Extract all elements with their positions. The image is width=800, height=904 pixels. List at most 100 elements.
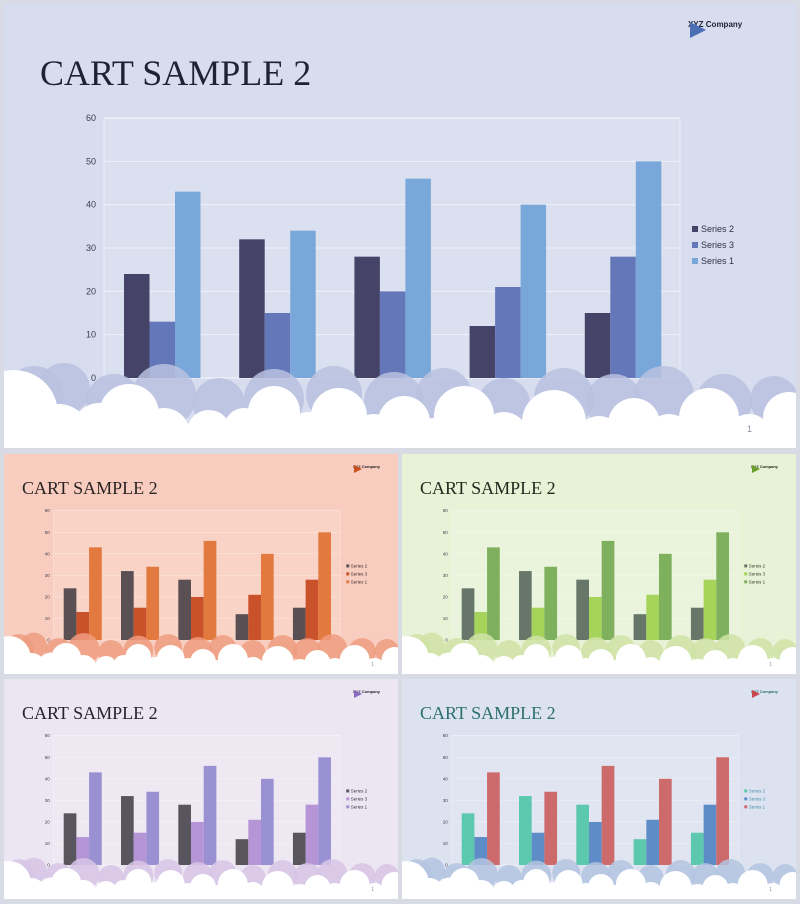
slide-thumbnail-green[interactable]: 0 10 20 30 40 50 60 Series 2 Series 3 Series 1 CA… xyxy=(402,454,796,674)
chart-legend: Series 2 Series 3 Series 1 xyxy=(744,563,766,584)
bar-series-1 xyxy=(260,553,274,641)
bar-series-3 xyxy=(191,821,204,866)
bar-series-2 xyxy=(124,274,150,378)
legend-swatch xyxy=(744,572,748,576)
bar-series-3 xyxy=(191,596,204,641)
legend-label: Series 2 xyxy=(351,563,368,568)
y-tick-label: 20 xyxy=(86,286,96,296)
bar-series-2 xyxy=(292,832,306,866)
company-logo: XYZ Company xyxy=(352,689,380,698)
y-tick-label: 30 xyxy=(45,798,50,803)
bar-series-2 xyxy=(633,614,647,641)
y-tick-label: 0 xyxy=(47,638,50,643)
legend-label: Series 1 xyxy=(351,804,368,809)
bar-series-1 xyxy=(89,547,102,641)
y-tick-label: 30 xyxy=(443,798,448,803)
bar-series-3 xyxy=(703,804,717,866)
slide-title: CART SAMPLE 2 xyxy=(22,703,158,723)
bar-series-1 xyxy=(290,230,316,378)
legend-label: Series 3 xyxy=(749,796,766,801)
bar-series-1 xyxy=(601,765,615,866)
y-tick-label: 60 xyxy=(443,508,448,513)
y-tick-label: 40 xyxy=(443,551,448,556)
slide-thumbnail-orange[interactable]: 0 10 20 30 40 50 60 Series 2 Series 3 Series 1 CA… xyxy=(4,454,398,674)
y-tick-label: 0 xyxy=(445,863,448,868)
bar-series-2 xyxy=(461,588,475,641)
company-logo-icon xyxy=(751,465,760,473)
company-logo: XYZ Company xyxy=(688,20,743,38)
bar-series-2 xyxy=(178,579,192,641)
legend-label: Series 2 xyxy=(701,224,734,234)
bar-series-2 xyxy=(461,813,475,866)
bar-series-1 xyxy=(260,778,274,866)
legend-label: Series 3 xyxy=(351,571,368,576)
bar-series-2 xyxy=(235,614,249,641)
bar-series-2 xyxy=(63,813,77,866)
y-tick-label: 10 xyxy=(86,330,96,340)
y-tick-label: 40 xyxy=(45,551,50,556)
bar-series-1 xyxy=(487,772,500,866)
y-tick-label: 40 xyxy=(45,776,50,781)
y-tick-label: 40 xyxy=(443,776,448,781)
bar-series-3 xyxy=(76,837,90,866)
bar-chart: 0 10 20 30 40 50 60 Series 2 Series 3 Series 1 xyxy=(4,733,398,899)
cloud-decoration xyxy=(402,857,796,899)
bar-series-3 xyxy=(248,819,261,866)
bar-series-2 xyxy=(121,571,134,641)
page-number: 1 xyxy=(769,887,772,893)
bar-series-2 xyxy=(292,607,306,641)
bar-series-1 xyxy=(405,178,431,378)
bar-series-3 xyxy=(531,832,545,866)
slide-title: CART SAMPLE 2 xyxy=(22,478,158,498)
y-tick-label: 10 xyxy=(443,616,448,621)
company-name: XYZ Company xyxy=(688,20,743,29)
legend-swatch xyxy=(692,258,698,264)
slide-thumbnail-teal[interactable]: 0 10 20 30 40 50 60 Series 2 Series 3 Series 1 CA… xyxy=(402,679,796,899)
bar-series-1 xyxy=(89,772,102,866)
y-tick-label: 0 xyxy=(47,863,50,868)
cloud-decoration xyxy=(4,857,398,899)
bar-series-3 xyxy=(76,612,90,641)
bar-series-1 xyxy=(716,532,729,641)
bar-series-2 xyxy=(519,796,532,866)
slide-title: CART SAMPLE 2 xyxy=(420,478,556,498)
y-tick-label: 60 xyxy=(45,508,50,513)
chart-legend: Series 2 Series 3 Series 1 xyxy=(744,788,766,809)
legend-swatch xyxy=(744,564,748,568)
legend-label: Series 1 xyxy=(701,256,734,266)
y-tick-label: 30 xyxy=(443,573,448,578)
slide-main[interactable]: 0 10 20 30 40 50 60 Series 2 Series 3 Series 1 CA… xyxy=(4,4,796,448)
bar-series-1 xyxy=(544,791,558,866)
bar-series-1 xyxy=(601,540,615,641)
bar-series-3 xyxy=(474,612,488,641)
bar-series-3 xyxy=(264,313,291,378)
bar-series-3 xyxy=(305,579,319,641)
legend-label: Series 1 xyxy=(749,579,766,584)
bar-series-1 xyxy=(658,778,672,866)
company-name: XYZ Company xyxy=(750,464,778,469)
legend-label: Series 3 xyxy=(351,796,368,801)
slide-title: CART SAMPLE 2 xyxy=(40,53,312,93)
bar-series-1 xyxy=(318,757,331,866)
company-name: XYZ Company xyxy=(352,689,380,694)
legend-label: Series 1 xyxy=(749,804,766,809)
y-tick-label: 50 xyxy=(45,755,50,760)
bar-series-1 xyxy=(716,757,729,866)
bar-chart: 0 10 20 30 40 50 60 Series 2 Series 3 Series 1 xyxy=(4,113,796,448)
bar-series-3 xyxy=(474,837,488,866)
slide-thumbnail-purple[interactable]: 0 10 20 30 40 50 60 Series 2 Series 3 Series 1 CA… xyxy=(4,679,398,899)
y-tick-label: 20 xyxy=(45,819,50,824)
y-tick-label: 0 xyxy=(445,638,448,643)
legend-label: Series 1 xyxy=(351,579,368,584)
y-tick-label: 50 xyxy=(443,530,448,535)
company-logo: XYZ Company xyxy=(750,689,778,698)
company-name: XYZ Company xyxy=(750,689,778,694)
y-tick-label: 60 xyxy=(86,113,96,123)
bar-series-1 xyxy=(203,765,217,866)
bar-chart: 0 10 20 30 40 50 60 Series 2 Series 3 Series 1 xyxy=(4,508,398,674)
bar-series-1 xyxy=(658,553,672,641)
y-tick-label: 10 xyxy=(443,841,448,846)
bar-series-3 xyxy=(379,291,406,378)
legend-swatch xyxy=(346,797,350,801)
bar-series-3 xyxy=(248,594,261,641)
